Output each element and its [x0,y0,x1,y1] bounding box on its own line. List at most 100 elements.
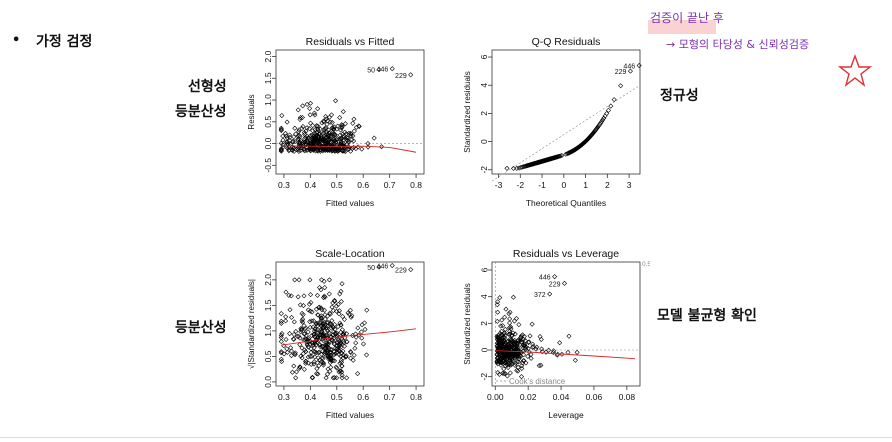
data-point [302,146,308,152]
data-point [343,354,349,360]
data-point [330,323,336,330]
data-point [302,131,308,137]
data-point [295,136,301,142]
point-label: 50 [367,265,375,272]
data-point [329,148,335,154]
data-point [328,364,334,370]
data-point [278,318,284,324]
data-point [552,274,558,280]
data-point [338,368,344,374]
data-point [332,132,338,138]
data-point [495,309,501,315]
data-point [510,165,517,171]
data-point [312,340,318,347]
data-point [323,347,329,353]
data-point [339,281,345,287]
data-point [350,120,356,126]
data-point [278,125,284,131]
data-point [331,147,337,153]
data-point [507,370,513,376]
data-point [355,371,361,377]
data-point [328,352,334,358]
data-point [318,138,324,144]
data-point [348,314,354,320]
data-point [515,345,521,351]
data-point [326,277,332,283]
data-point [502,344,508,351]
data-point [301,130,307,136]
x-tick-label: 2 [605,180,610,190]
data-point [307,100,314,106]
data-point [559,153,565,159]
data-point [294,333,300,339]
data-point [284,119,290,125]
data-point [304,342,310,348]
data-point [321,307,327,313]
data-point [316,341,322,347]
x-tick-label: -2 [517,180,525,190]
data-point [309,374,315,380]
data-point [326,147,332,153]
data-point [513,315,520,322]
data-point [502,326,508,332]
data-point [331,375,338,381]
data-point [522,345,528,351]
data-point [279,358,285,364]
data-point [299,114,305,121]
data-point [315,330,321,336]
data-point [324,145,330,151]
y-tick-label: 1.0 [263,325,273,337]
data-point [351,128,357,134]
data-point [319,277,325,283]
note-line1: 검증이 끝난 후 [650,11,724,25]
data-point [307,308,313,314]
data-point [284,144,290,150]
data-point [339,369,345,375]
data-point [308,120,314,126]
data-point [305,354,311,360]
data-point [293,328,299,335]
star-icon [838,54,872,87]
x-tick-label: 0.4 [304,392,316,402]
data-point [302,358,309,364]
data-point [527,333,533,339]
data-point [328,325,334,331]
data-point [313,321,319,327]
data-point [508,344,514,350]
data-point [310,123,316,129]
data-point [300,142,306,148]
data-point [507,316,513,322]
data-point [322,285,328,291]
data-point [498,344,504,350]
data-point [299,318,305,324]
data-point [297,139,303,145]
data-point [338,298,344,305]
data-point [324,335,330,341]
data-point [302,134,309,140]
data-point [287,132,293,138]
data-point [291,336,297,342]
data-point [341,338,347,345]
data-point [338,322,344,328]
data-point [312,354,318,360]
data-point [348,130,354,136]
data-point [359,335,365,341]
data-point [566,333,572,339]
data-point [278,148,284,154]
data-point [519,365,525,371]
data-point [538,362,544,368]
data-point [325,366,331,372]
data-point [340,134,347,140]
point-label: 446 [539,275,551,282]
data-point [321,351,328,357]
data-point [311,331,317,337]
data-point [521,343,527,349]
data-point [509,357,515,363]
point-label: 446 [377,67,389,74]
data-point [319,120,325,126]
data-point [505,348,511,354]
data-point [288,353,294,359]
data-point [287,307,293,313]
data-point [598,120,604,126]
chart-title: Residuals vs Fitted [306,36,395,48]
